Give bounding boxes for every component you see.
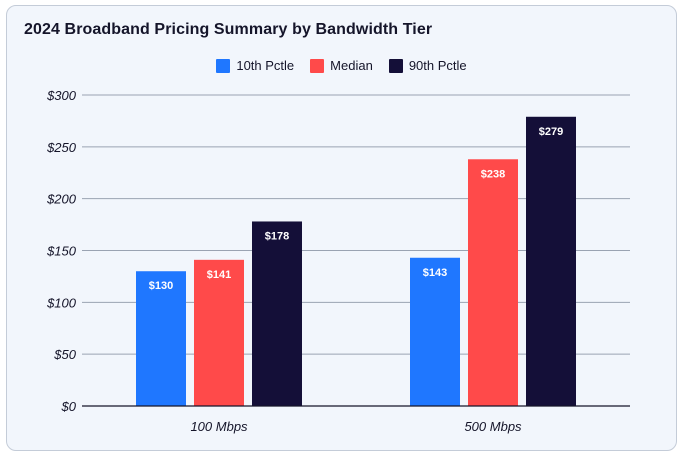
legend-label-90th: 90th Pctle — [408, 58, 467, 73]
y-tick-label: $50 — [53, 347, 76, 362]
legend-item-90th: 90th Pctle — [388, 58, 467, 73]
y-tick-label: $300 — [46, 88, 77, 103]
y-tick-label: $200 — [46, 192, 77, 207]
x-tick-label: 500 Mbps — [464, 419, 522, 434]
data-label: $178 — [265, 230, 289, 242]
bar — [468, 159, 518, 406]
legend-item-median: Median — [310, 58, 373, 73]
bar — [526, 116, 576, 407]
data-label: $143 — [423, 267, 447, 279]
y-tick-label: $0 — [61, 399, 77, 414]
bar — [136, 271, 186, 406]
x-tick-label: 100 Mbps — [190, 419, 248, 434]
bar — [252, 221, 302, 406]
legend-label-median: Median — [330, 58, 373, 73]
legend-item-10th: 10th Pctle — [216, 58, 294, 73]
legend: 10th Pctle Median 90th Pctle — [7, 58, 676, 73]
bar — [194, 259, 244, 406]
legend-swatch-median — [310, 58, 325, 73]
bar — [410, 257, 460, 406]
y-tick-label: $250 — [46, 140, 77, 155]
y-tick-label: $100 — [46, 295, 77, 310]
y-tick-label: $150 — [46, 244, 77, 259]
legend-swatch-10th — [216, 58, 231, 73]
legend-swatch-90th — [388, 58, 403, 73]
data-label: $141 — [207, 269, 231, 281]
chart-title: 2024 Broadband Pricing Summary by Bandwi… — [24, 21, 433, 38]
legend-label-10th: 10th Pctle — [236, 58, 295, 73]
data-label: $130 — [149, 280, 173, 292]
data-label: $279 — [539, 126, 563, 138]
data-label: $238 — [481, 168, 505, 180]
